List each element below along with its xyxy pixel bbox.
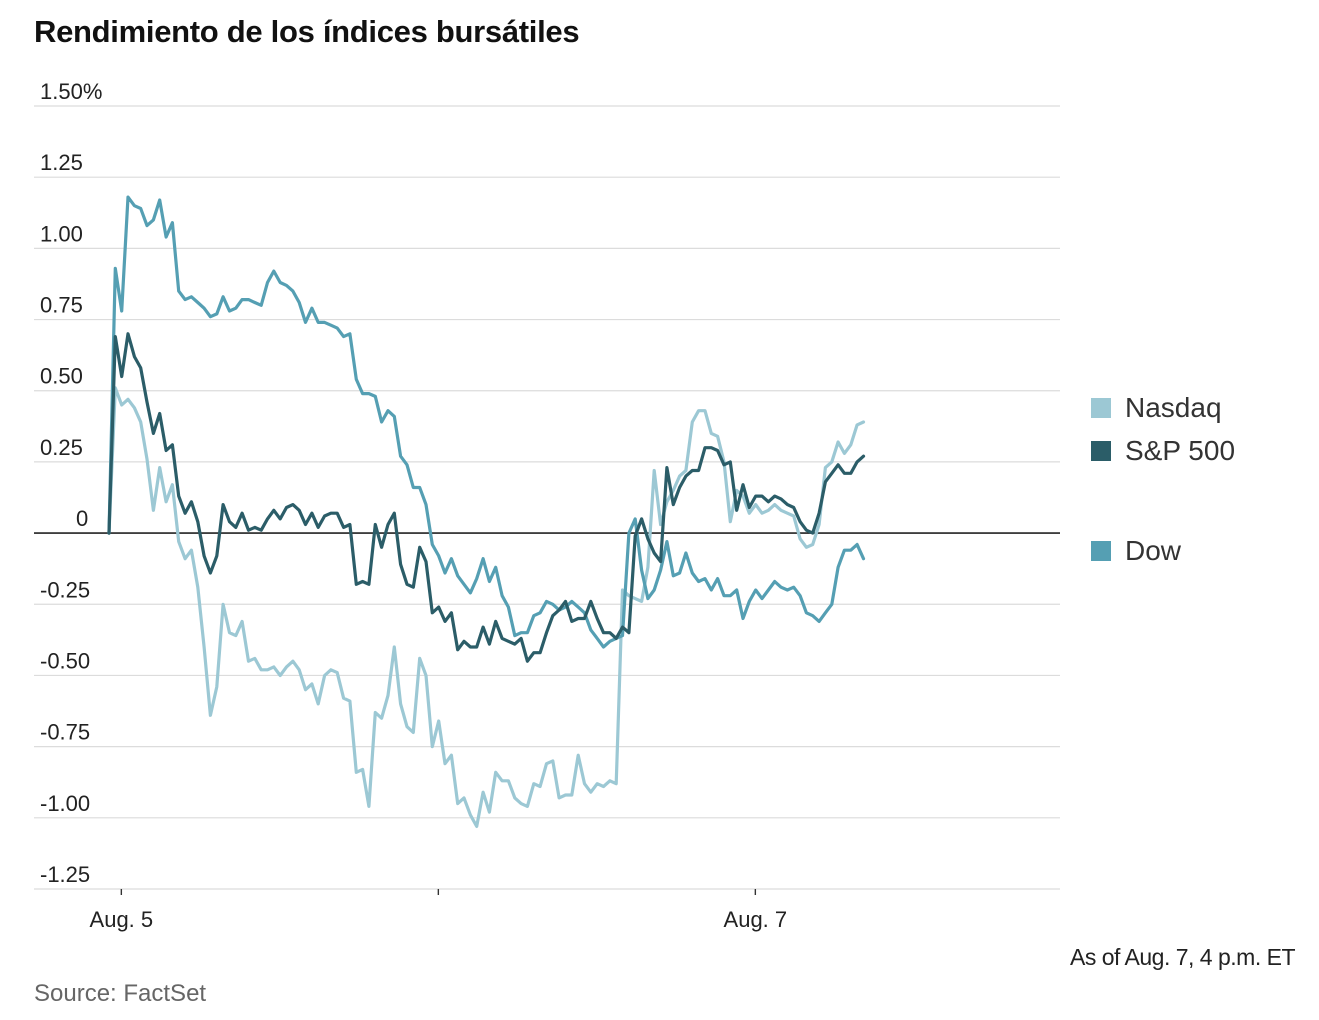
legend-swatch-nasdaq bbox=[1091, 398, 1111, 418]
x-tick-label: Aug. 7 bbox=[724, 907, 788, 932]
legend-label-dow: Dow bbox=[1125, 535, 1182, 566]
y-tick-label: -0.25 bbox=[40, 577, 90, 602]
y-tick-label: -1.00 bbox=[40, 791, 90, 816]
y-tick-label: 0.50 bbox=[40, 364, 83, 389]
legend-label-s-p-500: S&P 500 bbox=[1125, 435, 1235, 466]
y-axis-tick-labels: 1.50% 1.25 1.00 0.75 0.50 0.25 0 -0.25 -0.50 -0.7… bbox=[40, 79, 102, 887]
series-line-nasdaq bbox=[107, 386, 866, 828]
y-tick-label: -1.25 bbox=[40, 862, 90, 887]
y-tick-label: 1.25 bbox=[40, 150, 83, 175]
y-tick-label: 1.00 bbox=[40, 221, 83, 246]
as-of-note: As of Aug. 7, 4 p.m. ET bbox=[1070, 944, 1296, 970]
y-tick-label: 0 bbox=[76, 506, 88, 531]
legend-swatch-s-p-500 bbox=[1091, 441, 1111, 461]
legend-swatch-dow bbox=[1091, 541, 1111, 561]
series-line-dow bbox=[107, 195, 866, 649]
x-axis: Aug. 5 Aug. 7 bbox=[90, 889, 788, 932]
y-tick-label: 0.25 bbox=[40, 435, 83, 460]
series-line-s-p-500 bbox=[107, 332, 866, 663]
series-lines bbox=[107, 195, 866, 828]
gridlines bbox=[34, 105, 1060, 890]
y-tick-label: -0.75 bbox=[40, 720, 90, 745]
y-tick-label: 0.75 bbox=[40, 293, 83, 318]
legend: Nasdaq S&P 500 Dow bbox=[1091, 392, 1235, 566]
y-tick-label: -0.50 bbox=[40, 648, 90, 673]
source-note: Source: FactSet bbox=[34, 980, 207, 1007]
legend-label-nasdaq: Nasdaq bbox=[1125, 392, 1222, 423]
chart-title: Rendimiento de los índices bursátiles bbox=[34, 14, 580, 49]
y-tick-label: 1.50% bbox=[40, 79, 102, 104]
x-tick-label: Aug. 5 bbox=[90, 907, 154, 932]
